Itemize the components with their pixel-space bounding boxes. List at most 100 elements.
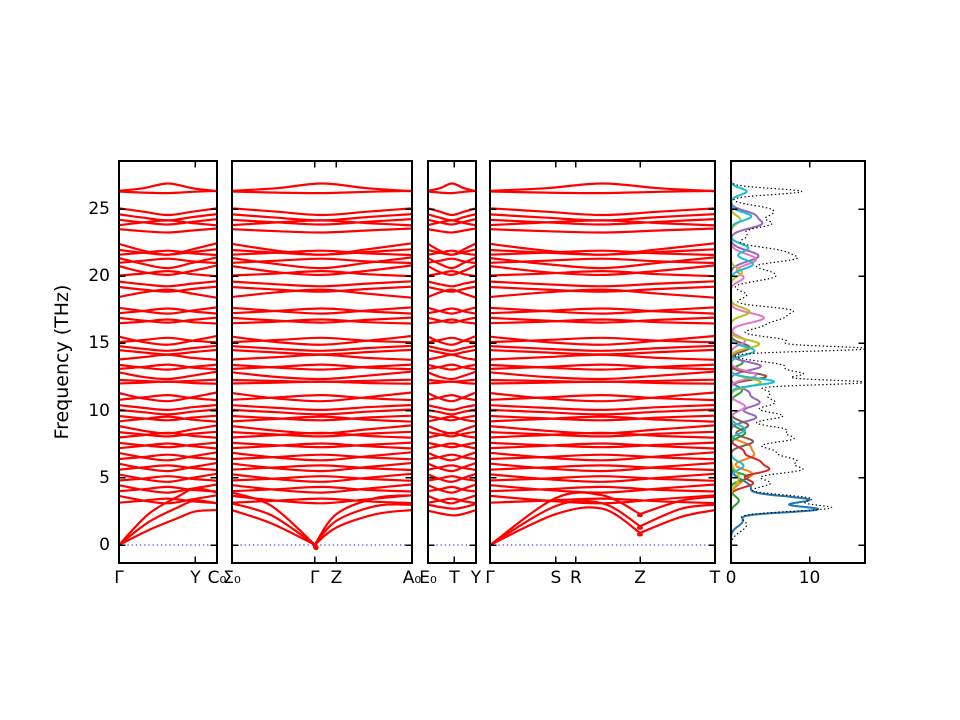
phonon-band bbox=[490, 285, 715, 293]
phonon-band bbox=[490, 318, 715, 325]
phonon-band bbox=[490, 453, 715, 461]
phonon-band bbox=[428, 344, 476, 352]
y-tick-label: 5 bbox=[99, 467, 110, 488]
phonon-band bbox=[428, 182, 476, 193]
phonon-band bbox=[232, 218, 412, 226]
phonon-band bbox=[490, 257, 715, 265]
phonon-band bbox=[119, 318, 217, 325]
phonon-band bbox=[119, 472, 217, 483]
phonon-band bbox=[428, 280, 476, 288]
phonon-band bbox=[490, 380, 715, 385]
phonon-band bbox=[428, 219, 476, 227]
phonon-band bbox=[232, 285, 412, 293]
acoustic-band bbox=[232, 502, 412, 550]
phonon-band bbox=[119, 415, 217, 423]
y-tick-label: 15 bbox=[88, 333, 110, 354]
phonon-band bbox=[119, 475, 217, 482]
acoustic-band bbox=[490, 499, 715, 547]
phonon-band bbox=[119, 431, 217, 439]
phonon-band bbox=[490, 219, 715, 227]
phonon-band bbox=[119, 306, 217, 315]
phonon-band bbox=[428, 472, 476, 483]
phonon-band bbox=[119, 257, 217, 265]
phonon-band bbox=[490, 430, 715, 438]
phonon-band bbox=[490, 472, 715, 483]
phonon-band bbox=[490, 451, 715, 462]
phonon-band bbox=[232, 441, 412, 449]
phonon-band bbox=[428, 431, 476, 439]
phonon-band bbox=[119, 408, 217, 416]
y-tick-label: 20 bbox=[88, 266, 110, 287]
phonon-band bbox=[428, 464, 476, 472]
phonon-band bbox=[119, 336, 217, 344]
phonon-band bbox=[490, 370, 715, 381]
pdos-series-1 bbox=[731, 161, 820, 563]
phonon-band bbox=[119, 264, 217, 277]
phonon-band bbox=[490, 441, 715, 449]
phonon-band bbox=[490, 316, 715, 324]
phonon-band bbox=[119, 391, 217, 403]
phonon-band bbox=[490, 306, 715, 315]
phonon-band bbox=[232, 464, 412, 472]
phonon-band bbox=[232, 344, 412, 352]
phonon-band bbox=[428, 207, 476, 217]
phonon-band bbox=[490, 442, 715, 450]
phonon-band bbox=[232, 336, 412, 344]
phonon-band bbox=[119, 370, 217, 381]
phonon-band bbox=[490, 248, 715, 256]
y-tick-label: 10 bbox=[88, 400, 110, 421]
acoustic-band bbox=[119, 509, 217, 547]
phonon-band bbox=[490, 264, 715, 277]
phonon-band bbox=[119, 227, 217, 234]
segment-S0-G-Z-A0 bbox=[232, 182, 412, 551]
phonon-band bbox=[232, 391, 412, 403]
phonon-band bbox=[232, 442, 412, 450]
phonon-band bbox=[490, 182, 715, 193]
pdos-series-5 bbox=[731, 161, 764, 563]
acoustic-band bbox=[490, 491, 715, 547]
phonon-band bbox=[428, 363, 476, 371]
phonon-band bbox=[428, 453, 476, 461]
dos-panel-frame bbox=[730, 160, 866, 564]
phonon-band bbox=[232, 257, 412, 265]
phonon-band bbox=[490, 189, 715, 195]
phonon-band bbox=[119, 207, 217, 217]
phonon-band bbox=[119, 380, 217, 385]
phonon-band bbox=[232, 472, 412, 483]
phonon-band bbox=[490, 408, 715, 416]
phonon-band bbox=[428, 391, 476, 403]
phonon-band bbox=[119, 363, 217, 371]
phonon-band bbox=[119, 497, 217, 505]
phonon-band bbox=[232, 182, 412, 193]
pdos-series-3 bbox=[731, 161, 750, 563]
phonon-band bbox=[428, 316, 476, 324]
y-tick-label: 0 bbox=[99, 535, 110, 555]
phonon-band bbox=[232, 415, 412, 423]
phonon-band bbox=[232, 363, 412, 371]
phonon-band bbox=[232, 408, 412, 416]
phonon-band bbox=[232, 475, 412, 482]
acoustic-band bbox=[428, 509, 476, 517]
phonon-band bbox=[490, 227, 715, 234]
phonon-band bbox=[232, 189, 412, 195]
phonon-band bbox=[232, 431, 412, 439]
phonon-band bbox=[232, 451, 412, 462]
phonon-band bbox=[490, 336, 715, 344]
phonon-band bbox=[119, 353, 217, 361]
phonon-band bbox=[232, 485, 412, 493]
phonon-band bbox=[232, 380, 412, 385]
phonon-band bbox=[428, 485, 476, 493]
segment-G-Y-C0 bbox=[119, 182, 217, 547]
phonon-band bbox=[490, 344, 715, 352]
phonon-band bbox=[490, 415, 715, 423]
phonon-band bbox=[490, 464, 715, 472]
phonon-band bbox=[119, 414, 217, 422]
phonon-band bbox=[428, 218, 476, 226]
phonon-band bbox=[490, 414, 715, 422]
segment-E0-T-Y-frame bbox=[427, 160, 477, 564]
phonon-band bbox=[119, 189, 217, 195]
phonon-band bbox=[428, 264, 476, 277]
acoustic-band bbox=[428, 502, 476, 510]
phonon-band bbox=[490, 307, 715, 315]
